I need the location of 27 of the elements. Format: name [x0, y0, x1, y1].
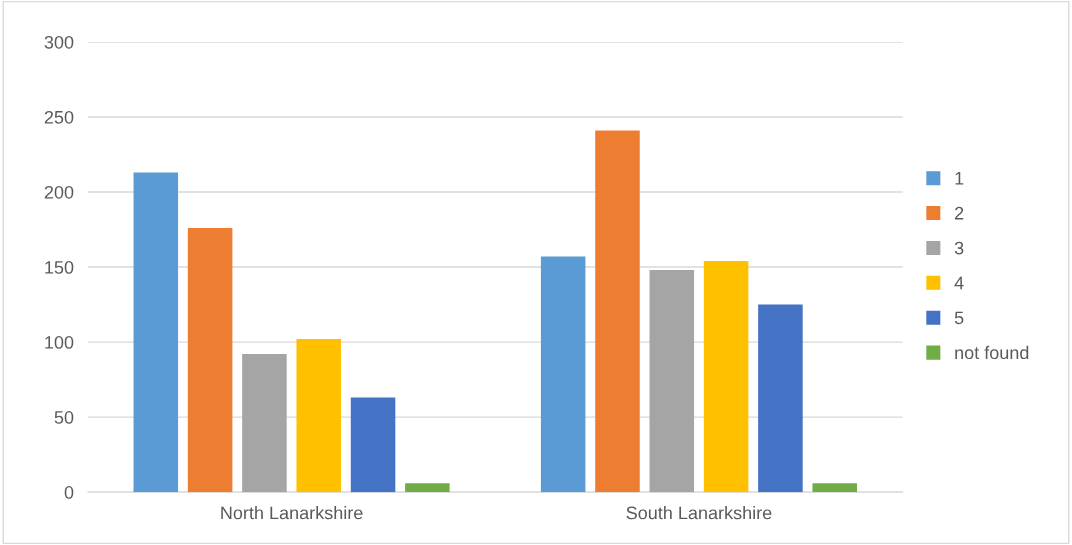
bar [133, 172, 179, 493]
y-tick-label: 0 [64, 486, 74, 499]
legend-label: not found [955, 345, 1029, 360]
x-tick-label: South Lanarkshire [626, 506, 772, 520]
bar [242, 354, 287, 493]
x-tick-label: North Lanarkshire [221, 506, 363, 520]
bar [350, 397, 396, 493]
legend-label: 4 [954, 276, 964, 290]
bar [703, 261, 749, 493]
legend-label: 1 [955, 172, 964, 185]
legend-label: 2 [955, 206, 964, 220]
y-tick-label: 150 [45, 260, 74, 274]
legend-label: 5 [954, 311, 964, 325]
y-tick-label: 50 [54, 411, 74, 424]
y-tick-label: 250 [44, 110, 74, 124]
bar [649, 270, 695, 493]
bar [405, 483, 450, 493]
y-tick-label: 200 [44, 185, 74, 199]
y-tick-label: 100 [45, 336, 74, 349]
bar [296, 339, 342, 493]
bar [758, 304, 803, 493]
y-tick-label: 300 [44, 35, 74, 49]
bar [812, 483, 857, 493]
bar [595, 130, 640, 493]
legend-label: 3 [954, 241, 964, 255]
bar [540, 256, 586, 493]
bar [187, 228, 233, 493]
